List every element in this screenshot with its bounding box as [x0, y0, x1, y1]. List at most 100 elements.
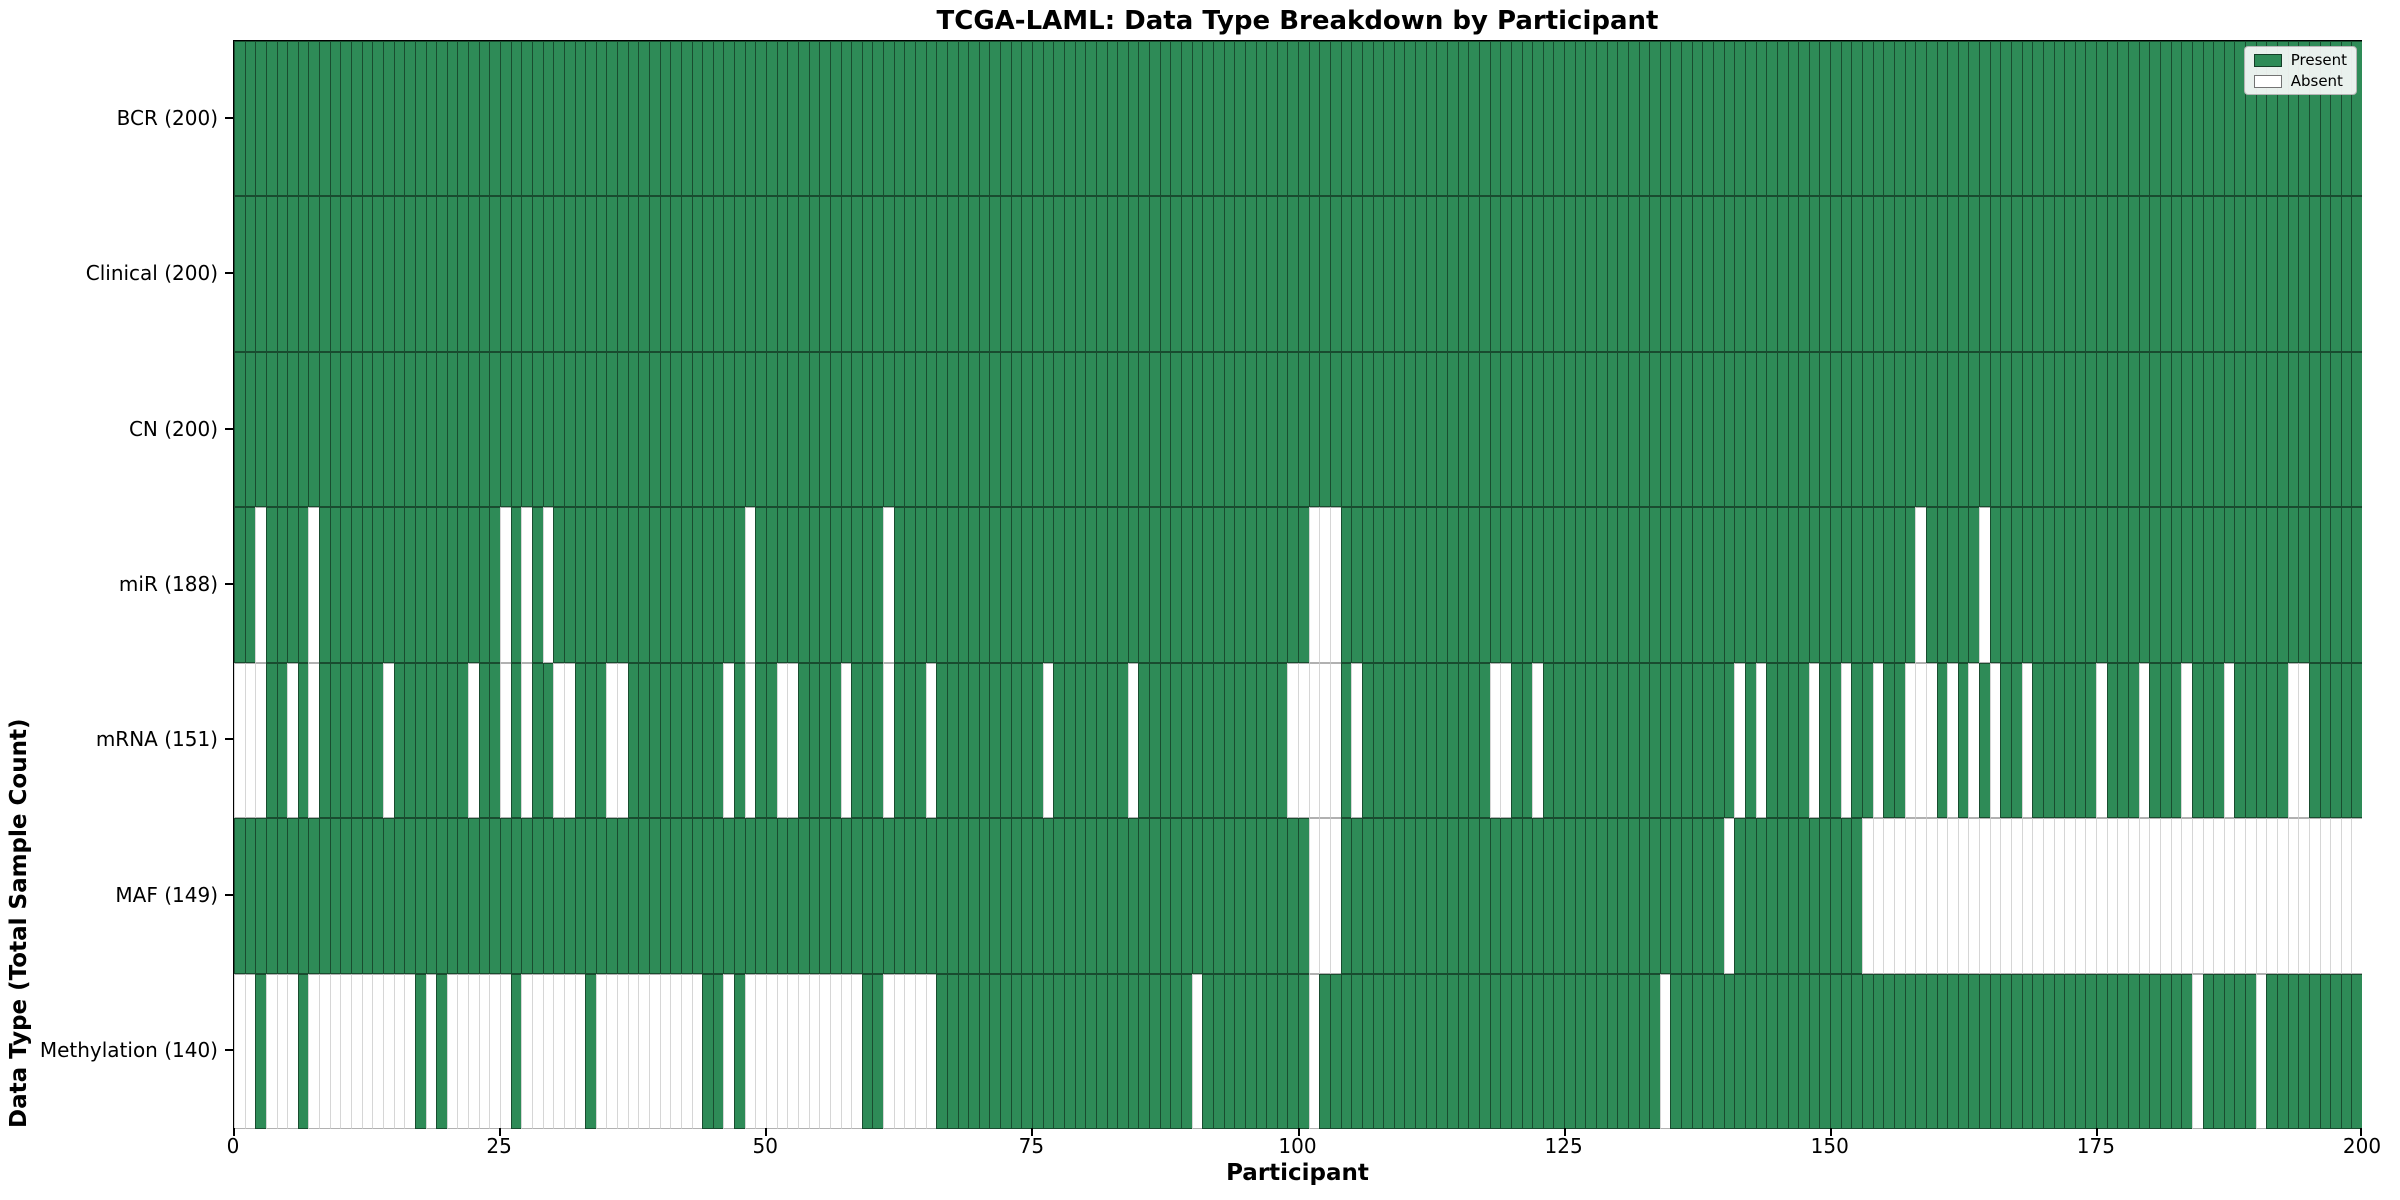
- cell-MAF-194: [2298, 818, 2309, 974]
- cell-MAF-193: [2287, 818, 2299, 974]
- cell-BCR-111: [1415, 41, 1426, 197]
- cell-mRNA-197: [2330, 662, 2341, 819]
- cell-BCR-35: [606, 41, 618, 197]
- cell-Clinical-29: [542, 196, 554, 352]
- cell-mRNA-35: [606, 662, 618, 819]
- row-band-Methylation: [234, 973, 2363, 1129]
- cell-Methylation-63: [904, 973, 915, 1129]
- cell-Methylation-126: [1574, 973, 1586, 1129]
- cell-CN-131: [1627, 351, 1639, 508]
- cell-mRNA-103: [1329, 662, 1341, 819]
- cell-BCR-171: [2053, 41, 2065, 197]
- cell-mRNA-48: [744, 662, 756, 819]
- cell-mRNA-89: [1181, 662, 1192, 819]
- cell-BCR-199: [2351, 41, 2363, 197]
- cell-Methylation-172: [2064, 973, 2075, 1129]
- cell-MAF-94: [1234, 818, 1245, 974]
- cell-CN-194: [2298, 351, 2309, 508]
- row-band-MAF: [234, 818, 2363, 974]
- cell-CN-117: [1478, 351, 1490, 508]
- cell-BCR-85: [1138, 41, 1150, 197]
- cell-CN-3: [265, 351, 277, 508]
- cell-Methylation-74: [1021, 973, 1033, 1129]
- cell-MAF-106: [1361, 818, 1373, 974]
- cell-Clinical-15: [393, 196, 405, 352]
- cell-Methylation-80: [1085, 973, 1096, 1129]
- cell-miR-72: [1000, 507, 1011, 663]
- cell-MAF-175: [2096, 818, 2107, 974]
- cell-mRNA-19: [436, 662, 447, 819]
- cell-MAF-67: [946, 818, 958, 974]
- cell-BCR-154: [1872, 41, 1884, 197]
- cell-miR-39: [648, 507, 660, 663]
- cell-Clinical-168: [2021, 196, 2033, 352]
- cell-CN-94: [1234, 351, 1245, 508]
- cell-BCR-168: [2021, 41, 2033, 197]
- cell-CN-145: [1776, 351, 1788, 508]
- cell-miR-114: [1447, 507, 1458, 663]
- cell-Methylation-164: [1979, 973, 1990, 1129]
- cell-Clinical-94: [1234, 196, 1245, 352]
- cell-miR-35: [606, 507, 618, 663]
- cell-Methylation-60: [872, 973, 884, 1129]
- cell-mRNA-136: [1681, 662, 1692, 819]
- cell-mRNA-198: [2340, 662, 2352, 819]
- cell-Methylation-32: [574, 973, 586, 1129]
- cell-MAF-123: [1542, 818, 1554, 974]
- cell-Clinical-128: [1596, 196, 1607, 352]
- cell-miR-181: [2159, 507, 2171, 663]
- cell-miR-141: [1734, 507, 1745, 663]
- cell-miR-100: [1298, 507, 1309, 663]
- cell-miR-119: [1500, 507, 1511, 663]
- cell-miR-32: [574, 507, 586, 663]
- cell-CN-39: [648, 351, 660, 508]
- cell-MAF-31: [563, 818, 575, 974]
- cell-MAF-198: [2340, 818, 2352, 974]
- cell-BCR-82: [1106, 41, 1118, 197]
- cell-MAF-110: [1404, 818, 1416, 974]
- cell-MAF-197: [2330, 818, 2341, 974]
- cell-CN-4: [276, 351, 288, 508]
- cell-mRNA-150: [1830, 662, 1841, 819]
- cell-Clinical-20: [446, 196, 458, 352]
- cell-Clinical-45: [712, 196, 724, 352]
- cell-MAF-63: [904, 818, 915, 974]
- cell-BCR-157: [1904, 41, 1916, 197]
- cell-Clinical-57: [840, 196, 852, 352]
- cell-CN-171: [2053, 351, 2065, 508]
- cell-mRNA-12: [361, 662, 373, 819]
- cell-MAF-73: [1010, 818, 1022, 974]
- cell-Methylation-117: [1478, 973, 1490, 1129]
- cell-mRNA-85: [1138, 662, 1150, 819]
- cell-Methylation-171: [2053, 973, 2065, 1129]
- cell-Clinical-145: [1776, 196, 1788, 352]
- cell-MAF-192: [2277, 818, 2288, 974]
- cell-mRNA-172: [2064, 662, 2075, 819]
- cell-Clinical-164: [1979, 196, 1990, 352]
- cell-MAF-142: [1744, 818, 1756, 974]
- cell-miR-67: [946, 507, 958, 663]
- cell-Methylation-78: [1063, 973, 1075, 1129]
- cell-Clinical-199: [2351, 196, 2363, 352]
- cell-mRNA-88: [1170, 662, 1182, 819]
- cell-Methylation-110: [1404, 973, 1416, 1129]
- cell-Methylation-165: [1989, 973, 2001, 1129]
- cell-mRNA-6: [297, 662, 309, 819]
- cell-Methylation-24: [489, 973, 501, 1129]
- cell-BCR-72: [1000, 41, 1011, 197]
- y-tick-label-BCR: BCR (200): [116, 105, 218, 130]
- cell-mRNA-93: [1223, 662, 1235, 819]
- cell-MAF-122: [1532, 818, 1543, 974]
- cell-CN-54: [808, 351, 820, 508]
- cell-CN-153: [1862, 351, 1873, 508]
- cell-Methylation-120: [1510, 973, 1522, 1129]
- cell-MAF-62: [893, 818, 905, 974]
- cell-CN-82: [1106, 351, 1118, 508]
- cell-mRNA-101: [1308, 662, 1320, 819]
- cell-mRNA-176: [2106, 662, 2118, 819]
- cell-BCR-97: [1266, 41, 1277, 197]
- cell-CN-132: [1638, 351, 1650, 508]
- cell-Clinical-169: [2032, 196, 2043, 352]
- cell-BCR-48: [744, 41, 756, 197]
- cell-miR-148: [1808, 507, 1820, 663]
